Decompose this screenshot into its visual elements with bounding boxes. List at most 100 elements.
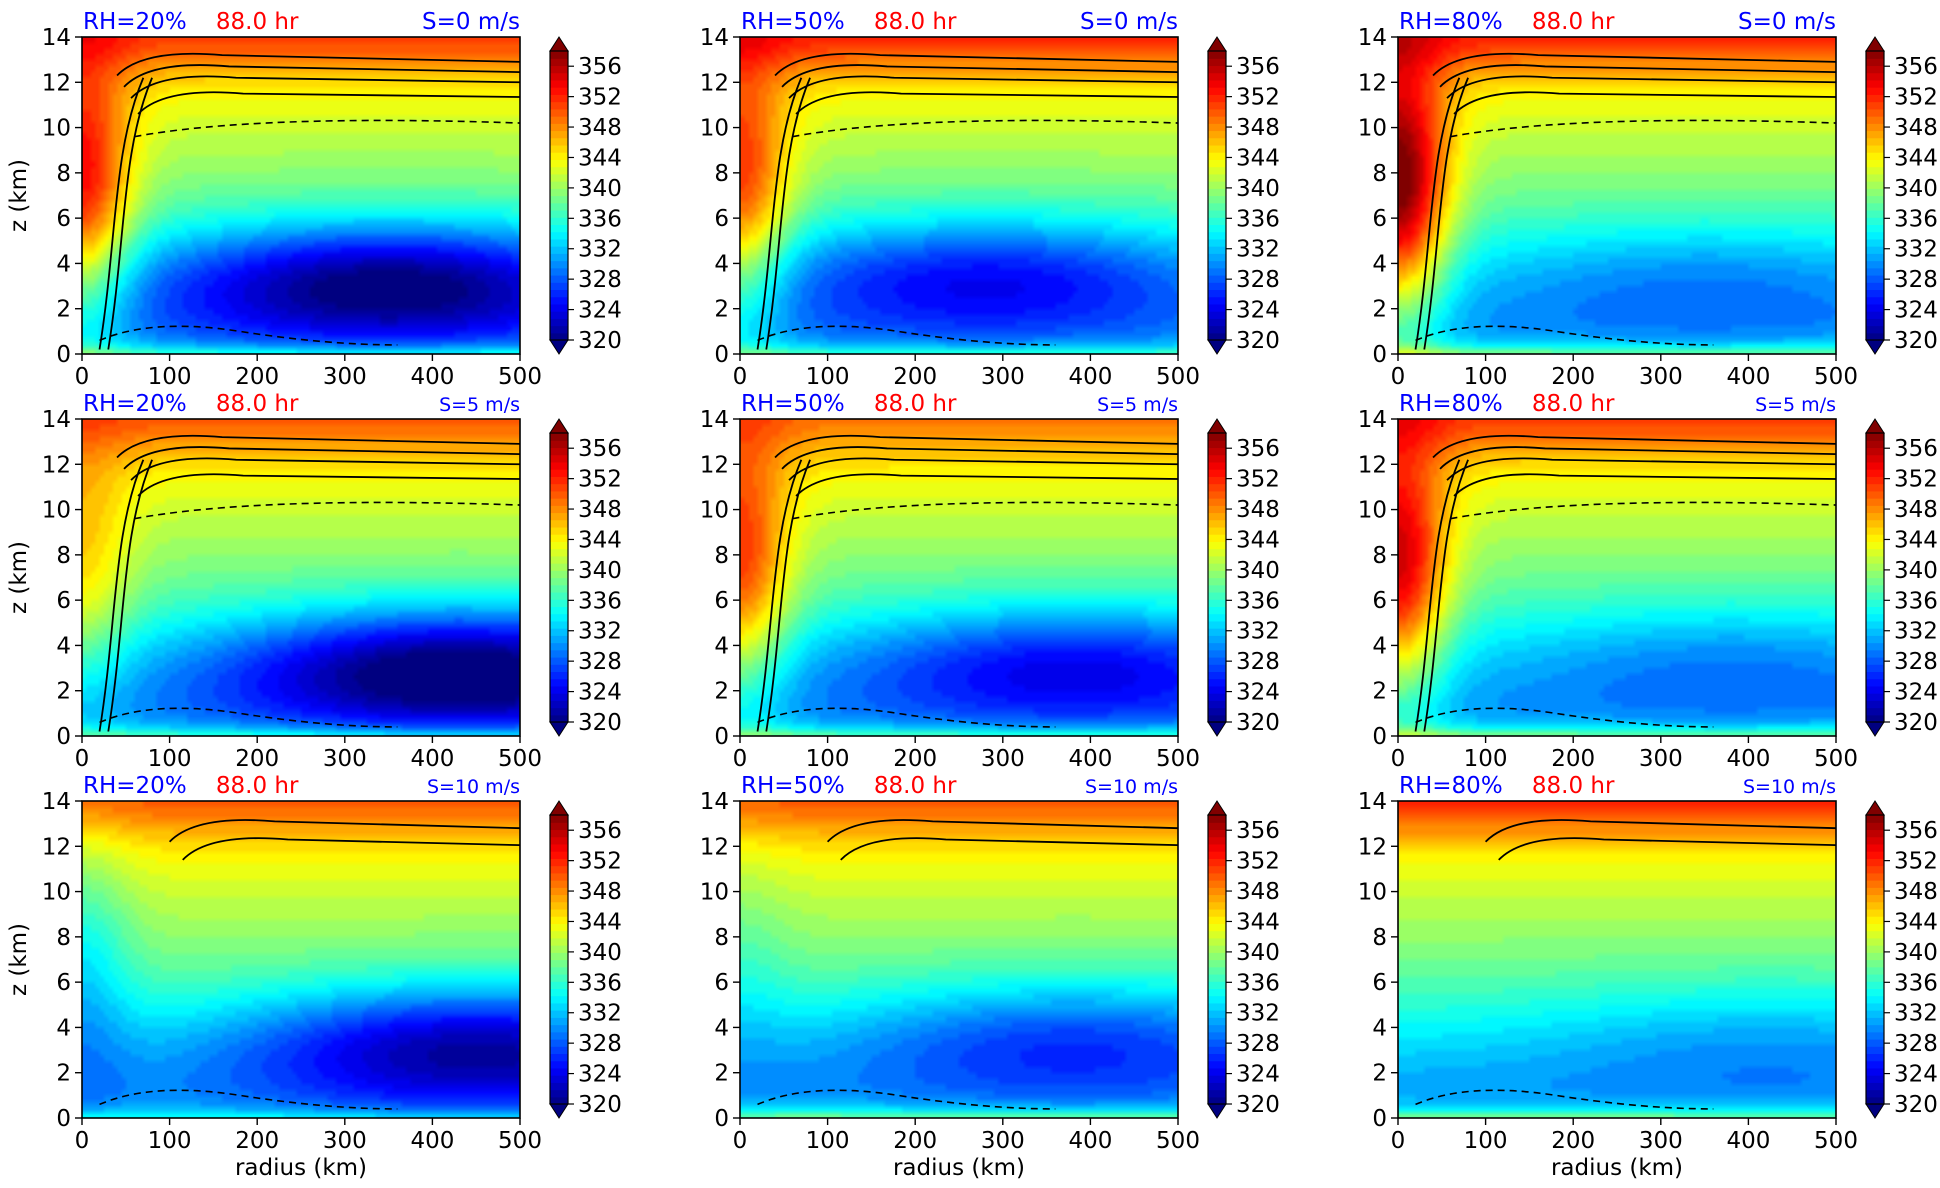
colorbar-segment bbox=[1866, 217, 1884, 225]
colorbar-tick-label: 320 bbox=[1236, 710, 1280, 736]
colorbar-segment bbox=[1866, 843, 1884, 852]
colorbar-segment bbox=[550, 649, 568, 658]
colorbar-segment bbox=[1208, 584, 1226, 593]
colorbar-segment bbox=[550, 714, 568, 723]
contour-line-lowlevel bbox=[99, 1089, 398, 1110]
contour-line-outflow bbox=[792, 501, 1179, 520]
colorbar-segment bbox=[550, 822, 568, 831]
y-tick-label: 4 bbox=[56, 1015, 71, 1041]
colorbar-segment bbox=[1208, 570, 1226, 579]
colorbar-segment bbox=[550, 209, 568, 218]
colorbar-segment bbox=[1208, 693, 1226, 701]
x-tick-label: 500 bbox=[498, 1128, 542, 1154]
colorbar-segment bbox=[1866, 51, 1884, 59]
contour-line-upper bbox=[774, 434, 1179, 459]
colorbar-segment bbox=[550, 332, 568, 341]
colorbar-segment bbox=[550, 318, 568, 327]
contour-line-upper bbox=[840, 837, 1179, 861]
colorbar-segment bbox=[1866, 620, 1884, 629]
colorbar-segment bbox=[550, 79, 568, 88]
wind-contours-dashed bbox=[99, 119, 521, 346]
colorbar-segment bbox=[1208, 519, 1226, 528]
colorbar-segment bbox=[550, 916, 568, 924]
theta-heatmap bbox=[82, 801, 520, 1118]
panel-title-time: 88.0 hr bbox=[1532, 391, 1615, 417]
y-tick-label: 2 bbox=[1372, 679, 1387, 705]
colorbar-extend-max bbox=[1207, 418, 1227, 434]
colorbar-tick-label: 340 bbox=[578, 558, 622, 584]
colorbar-segment bbox=[1866, 1053, 1884, 1062]
colorbar-segment bbox=[550, 988, 568, 997]
panel-title-rh: RH=20% bbox=[83, 773, 187, 799]
colorbar-tick-label: 328 bbox=[1894, 649, 1938, 675]
y-tick-label: 6 bbox=[714, 206, 729, 232]
y-tick-label: 14 bbox=[42, 407, 71, 433]
contour-line-upper bbox=[781, 446, 1179, 470]
y-tick-label: 4 bbox=[56, 633, 71, 659]
colorbar-segment bbox=[1866, 908, 1884, 917]
colorbar-tick-label: 336 bbox=[1894, 588, 1938, 614]
y-tick-label: 4 bbox=[714, 251, 729, 277]
colorbar-segment bbox=[1866, 635, 1884, 644]
colorbar-segment bbox=[1208, 246, 1226, 254]
colorbar-segment bbox=[1208, 937, 1226, 946]
colorbar-segment bbox=[1208, 123, 1226, 132]
colorbar-segment bbox=[550, 454, 568, 463]
colorbar-segment bbox=[1866, 94, 1884, 103]
colorbar-segment bbox=[550, 519, 568, 528]
wind-contours bbox=[168, 819, 521, 861]
colorbar-tick-label: 344 bbox=[578, 909, 622, 935]
colorbar-segment bbox=[1866, 577, 1884, 586]
contour-line-upper bbox=[795, 473, 1179, 497]
colorbar-segment bbox=[1208, 577, 1226, 586]
x-tick-label: 400 bbox=[1726, 746, 1770, 772]
colorbar-segment bbox=[550, 887, 568, 896]
colorbar-segment bbox=[550, 923, 568, 932]
colorbar-segment bbox=[1866, 332, 1884, 341]
x-tick-label: 200 bbox=[893, 1128, 937, 1154]
colorbar-extend-max bbox=[1865, 36, 1885, 52]
colorbar-segment bbox=[1208, 72, 1226, 81]
colorbar-segment bbox=[550, 591, 568, 600]
x-tick-label: 400 bbox=[410, 364, 454, 390]
colorbar-segment bbox=[1866, 311, 1884, 319]
y-tick-label: 14 bbox=[700, 407, 729, 433]
colorbar-segment bbox=[1866, 440, 1884, 449]
colorbar-segment bbox=[1866, 656, 1884, 665]
colorbar-segment bbox=[1866, 505, 1884, 514]
x-tick-label: 300 bbox=[1639, 1128, 1683, 1154]
colorbar-segment bbox=[550, 937, 568, 946]
colorbar-tick-label: 320 bbox=[1236, 1092, 1280, 1118]
colorbar-segment bbox=[550, 541, 568, 550]
x-tick-label: 0 bbox=[1391, 364, 1406, 390]
colorbar-segment bbox=[1208, 332, 1226, 341]
colorbar-segment bbox=[1208, 1053, 1226, 1062]
y-tick-label: 0 bbox=[56, 1106, 71, 1132]
colorbar-tick-label: 336 bbox=[578, 588, 622, 614]
theta-heatmap bbox=[82, 37, 520, 354]
colorbar-segment bbox=[550, 1046, 568, 1055]
colorbar-tick-label: 324 bbox=[578, 680, 622, 706]
colorbar-tick-label: 340 bbox=[578, 940, 622, 966]
colorbar-extend-min bbox=[549, 721, 569, 737]
contour-line-upper bbox=[774, 52, 1179, 77]
colorbar-tick-label: 352 bbox=[578, 467, 622, 493]
panel-title-time: 88.0 hr bbox=[1532, 773, 1615, 799]
colorbar-segment bbox=[550, 123, 568, 132]
colorbar-segment bbox=[1866, 1082, 1884, 1091]
x-tick-label: 100 bbox=[806, 364, 850, 390]
colorbar-segment bbox=[1208, 1096, 1226, 1105]
y-tick-label: 14 bbox=[42, 789, 71, 815]
contour-line-lowlevel bbox=[1415, 707, 1714, 728]
x-tick-label: 0 bbox=[733, 364, 748, 390]
colorbar-segment bbox=[1208, 1002, 1226, 1011]
x-tick-label: 300 bbox=[1639, 364, 1683, 390]
wind-contours-dashed bbox=[757, 501, 1179, 728]
colorbar-segment bbox=[550, 144, 568, 153]
y-tick-label: 4 bbox=[714, 1015, 729, 1041]
x-tick-label: 200 bbox=[1551, 364, 1595, 390]
colorbar-tick-label: 344 bbox=[1236, 909, 1280, 935]
x-tick-label: 500 bbox=[1156, 1128, 1200, 1154]
y-tick-label: 8 bbox=[714, 925, 729, 951]
colorbar-tick-label: 348 bbox=[1894, 115, 1938, 141]
